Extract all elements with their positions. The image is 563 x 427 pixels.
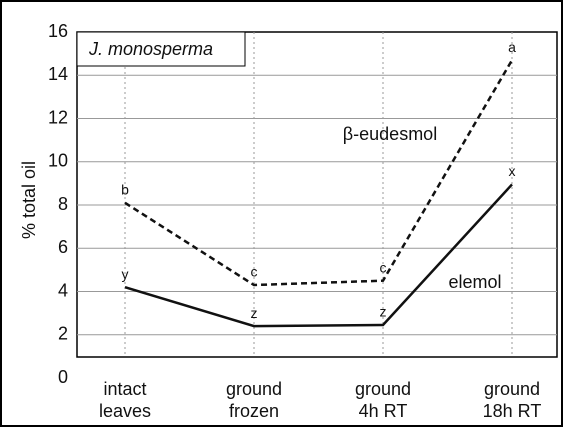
y-axis-label: % total oil (19, 161, 39, 239)
point-letter: z (251, 305, 258, 321)
y-tick-label: 8 (58, 194, 68, 214)
y-tick-label: 6 (58, 237, 68, 257)
x-tick-label: frozen (229, 401, 279, 421)
y-tick-label: 10 (48, 151, 68, 171)
point-letter: a (508, 39, 516, 55)
point-letter: z (380, 304, 387, 320)
y-tick-label: 16 (48, 21, 68, 41)
point-letter: b (121, 182, 129, 198)
x-tick-label: ground (226, 379, 282, 399)
y-tick-label: 0 (58, 367, 68, 387)
point-letter: c (380, 259, 387, 275)
y-tick-label: 14 (48, 64, 68, 84)
series-line (124, 183, 513, 328)
series-label: β-eudesmol (343, 124, 437, 144)
x-tick-label: ground (355, 379, 411, 399)
x-tick-label: 18h RT (483, 401, 542, 421)
point-letter: c (251, 264, 258, 280)
plot-area (76, 31, 558, 358)
y-tick-label: 2 (58, 324, 68, 344)
y-tick-label: 12 (48, 107, 68, 127)
point-letter: y (122, 266, 129, 282)
x-tick-label: leaves (99, 401, 151, 421)
point-letter: x (509, 163, 516, 179)
x-tick-label: intact (103, 379, 146, 399)
x-tick-label: ground (484, 379, 540, 399)
annotation: J. monosperma (88, 39, 213, 59)
y-tick-label: 4 (58, 280, 68, 300)
series-label: elemol (448, 272, 501, 292)
annotation-box (76, 31, 246, 67)
x-tick-label: 4h RT (359, 401, 408, 421)
